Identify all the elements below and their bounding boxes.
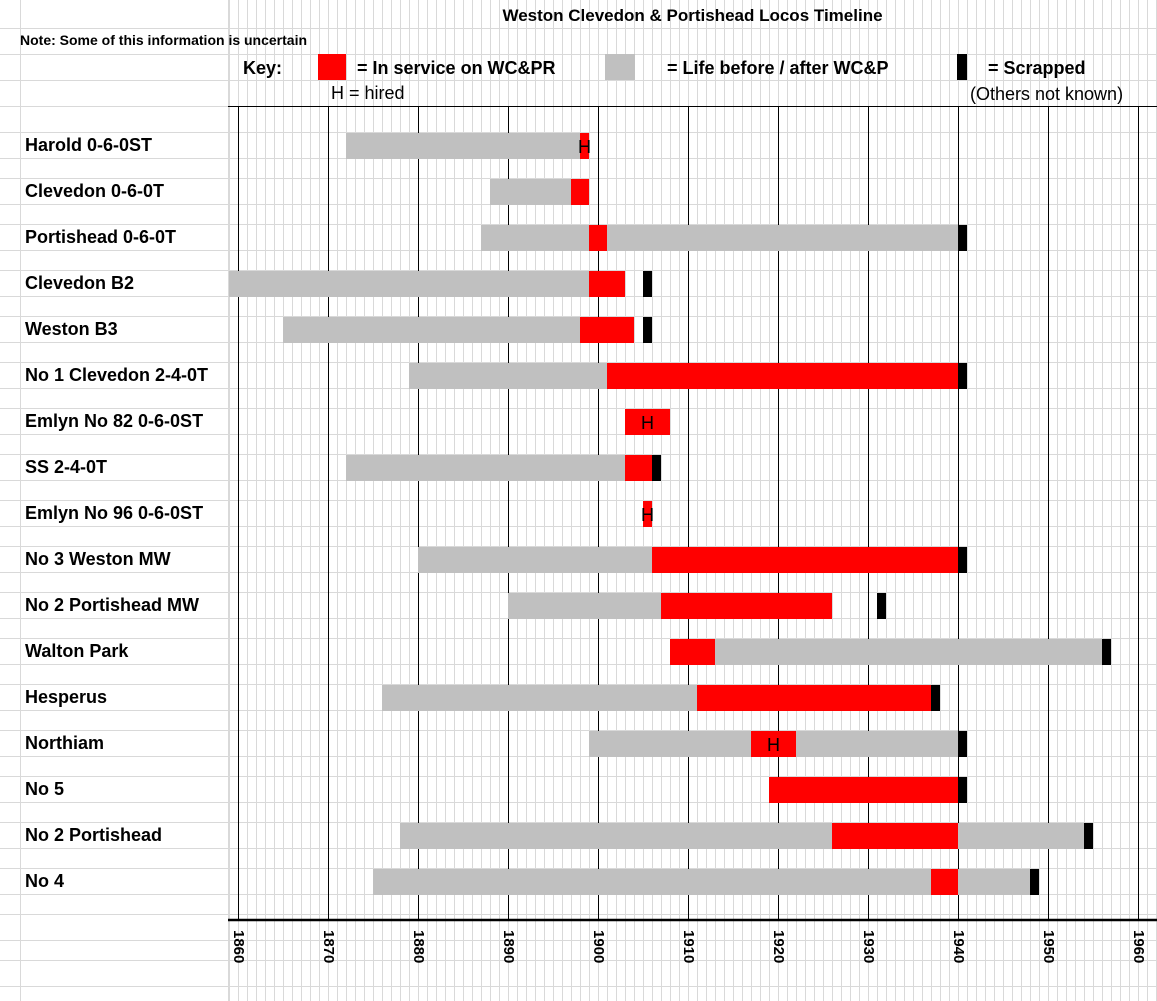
bar-scrapped	[1084, 823, 1093, 849]
bar-in-service	[589, 225, 607, 251]
hired-marker: H	[578, 137, 591, 157]
row-label: Walton Park	[25, 641, 129, 661]
row-label: Hesperus	[25, 687, 108, 707]
bar-in-service	[580, 133, 589, 159]
row-label: No 2 Portishead	[25, 825, 163, 845]
bar-in-service	[607, 363, 958, 389]
bar-in-service	[670, 639, 715, 665]
bar-before-after	[715, 639, 1102, 665]
bar-before-after	[958, 869, 1030, 895]
row-label: No 4	[25, 871, 65, 891]
uncertainty-note: Note: Some of this information is uncert…	[20, 32, 308, 48]
chart-title: Weston Clevedon & Portishead Locos Timel…	[502, 6, 883, 25]
row-label: No 1 Clevedon 2-4-0T	[25, 365, 209, 385]
legend-swatch-in-service	[318, 54, 346, 80]
row-label: Harold 0-6-0ST	[25, 135, 153, 155]
bar-scrapped	[958, 363, 967, 389]
bar-before-after	[229, 271, 589, 297]
row-label: SS 2-4-0T	[25, 457, 108, 477]
x-tick-label: 1930	[860, 930, 877, 964]
bar-before-after	[373, 869, 931, 895]
row-label: Emlyn No 96 0-6-0ST	[25, 503, 204, 523]
x-tick-label: 1870	[320, 930, 337, 964]
legend-swatch-scrapped	[957, 54, 967, 80]
bar-in-service	[751, 731, 796, 757]
legend-swatch-before-after	[605, 54, 635, 80]
bar-before-after	[409, 363, 607, 389]
hired-marker: H	[641, 413, 654, 433]
row-label: No 5	[25, 779, 65, 799]
x-tick-label: 1910	[680, 930, 697, 964]
bar-before-after	[283, 317, 580, 343]
bar-before-after	[346, 455, 625, 481]
x-tick-label: 1960	[1130, 930, 1147, 964]
row-label: Clevedon 0-6-0T	[25, 181, 165, 201]
row-label: No 3 Weston MW	[25, 549, 171, 569]
x-tick-label: 1940	[950, 930, 967, 964]
x-tick-label: 1950	[1040, 930, 1057, 964]
bar-scrapped	[958, 777, 967, 803]
bar-before-after	[418, 547, 652, 573]
row-label: Northiam	[25, 733, 105, 753]
x-tick-label: 1900	[590, 930, 607, 964]
bar-in-service	[697, 685, 931, 711]
bar-scrapped	[958, 225, 967, 251]
legend-scrapped: = Scrapped	[988, 58, 1086, 78]
bar-scrapped	[643, 271, 652, 297]
bar-scrapped	[652, 455, 661, 481]
bar-in-service	[589, 271, 625, 297]
bar-in-service	[571, 179, 589, 205]
bar-before-after	[481, 225, 589, 251]
bar-scrapped	[643, 317, 652, 343]
hired-note: H = hired	[331, 83, 405, 103]
bar-in-service	[580, 317, 634, 343]
hired-marker: H	[641, 505, 654, 525]
hired-marker: H	[767, 735, 780, 755]
bar-before-after	[796, 731, 958, 757]
key-label: Key:	[243, 58, 283, 78]
bar-before-after	[589, 731, 751, 757]
bar-before-after	[400, 823, 832, 849]
bar-in-service	[931, 869, 958, 895]
legend-in-service: = In service on WC&PR	[357, 58, 556, 78]
x-tick-label: 1890	[500, 930, 517, 964]
bar-in-service	[832, 823, 958, 849]
row-label: No 2 Portishead MW	[25, 595, 200, 615]
x-tick-label: 1880	[410, 930, 427, 964]
bar-before-after	[346, 133, 580, 159]
others-note: (Others not known)	[970, 84, 1124, 104]
row-label: Clevedon B2	[25, 273, 135, 293]
x-tick-label: 1920	[770, 930, 787, 964]
row-label: Emlyn No 82 0-6-0ST	[25, 411, 204, 431]
bar-in-service	[769, 777, 958, 803]
bar-before-after	[958, 823, 1084, 849]
bar-in-service	[625, 455, 652, 481]
bar-before-after	[490, 179, 571, 205]
bar-scrapped	[958, 731, 967, 757]
bar-in-service	[643, 501, 652, 527]
bar-before-after	[607, 225, 958, 251]
bar-scrapped	[1102, 639, 1111, 665]
bar-before-after	[508, 593, 661, 619]
bar-scrapped	[931, 685, 940, 711]
bar-in-service	[661, 593, 832, 619]
bar-scrapped	[1030, 869, 1039, 895]
bar-in-service	[652, 547, 958, 573]
row-label: Portishead 0-6-0T	[25, 227, 177, 247]
x-tick-label: 1860	[230, 930, 247, 964]
bar-scrapped	[877, 593, 886, 619]
bar-scrapped	[958, 547, 967, 573]
bar-before-after	[382, 685, 697, 711]
bar-in-service	[625, 409, 670, 435]
legend-before-after: = Life before / after WC&P	[667, 58, 889, 78]
row-label: Weston B3	[25, 319, 118, 339]
